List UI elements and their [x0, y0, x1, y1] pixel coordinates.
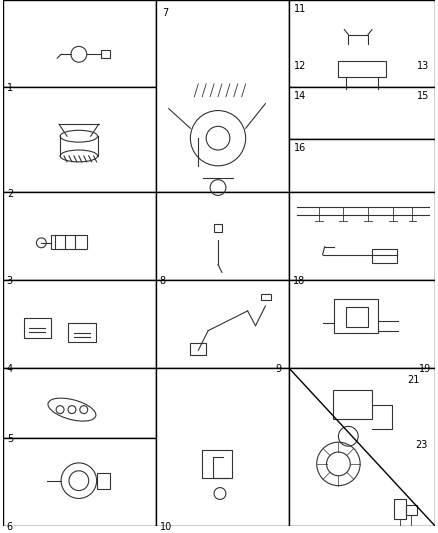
- Bar: [3, 0, 156, 87]
- Text: 4: 4: [7, 364, 13, 374]
- Bar: [289, 368, 435, 526]
- Bar: [289, 87, 435, 139]
- Bar: [202, 450, 232, 478]
- Bar: [101, 50, 110, 58]
- Bar: [191, 343, 206, 356]
- Bar: [3, 280, 156, 368]
- Bar: [51, 235, 87, 249]
- Bar: [289, 0, 435, 87]
- Bar: [339, 61, 386, 77]
- Bar: [394, 499, 406, 519]
- Text: 18: 18: [293, 277, 305, 286]
- Text: 19: 19: [419, 364, 431, 374]
- Text: 14: 14: [294, 91, 306, 101]
- Bar: [97, 473, 110, 489]
- Bar: [156, 192, 289, 280]
- Text: 9: 9: [275, 364, 281, 374]
- Bar: [289, 280, 435, 368]
- Bar: [289, 192, 435, 280]
- Bar: [68, 323, 95, 343]
- Bar: [3, 87, 156, 192]
- Text: 7: 7: [162, 8, 168, 18]
- Text: 21: 21: [407, 375, 420, 385]
- Bar: [156, 280, 289, 368]
- Text: 23: 23: [415, 440, 428, 450]
- Bar: [156, 0, 289, 192]
- Bar: [346, 307, 368, 327]
- Text: 16: 16: [294, 143, 306, 153]
- Text: 15: 15: [417, 91, 430, 101]
- Text: 3: 3: [7, 277, 13, 286]
- Text: 10: 10: [160, 522, 172, 532]
- Bar: [261, 294, 271, 300]
- Bar: [406, 505, 417, 515]
- Bar: [3, 438, 156, 526]
- Bar: [156, 368, 289, 526]
- Bar: [289, 139, 435, 192]
- Bar: [24, 318, 51, 337]
- Bar: [332, 390, 372, 419]
- Text: 12: 12: [294, 61, 307, 71]
- Bar: [3, 368, 156, 438]
- Text: 11: 11: [294, 4, 306, 14]
- Text: 8: 8: [160, 277, 166, 286]
- Bar: [3, 192, 156, 280]
- Text: 2: 2: [7, 189, 13, 198]
- Text: 5: 5: [7, 434, 13, 445]
- Text: 13: 13: [417, 61, 430, 71]
- Text: 1: 1: [7, 83, 13, 93]
- Text: 6: 6: [7, 522, 13, 532]
- Bar: [372, 249, 397, 263]
- Bar: [214, 224, 222, 232]
- Bar: [335, 299, 378, 333]
